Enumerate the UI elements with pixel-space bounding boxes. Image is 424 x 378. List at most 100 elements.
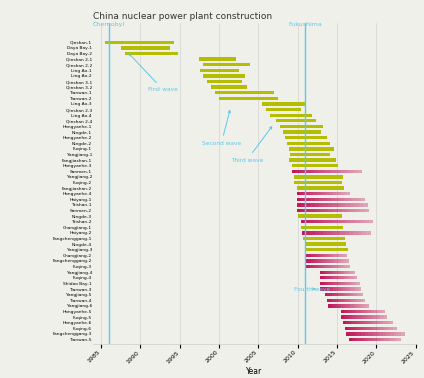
Bar	[301, 209, 306, 212]
Bar	[297, 192, 300, 195]
Bar	[341, 203, 346, 207]
Bar	[321, 265, 324, 268]
Bar	[323, 170, 327, 173]
Bar	[366, 231, 371, 235]
Bar	[378, 338, 381, 341]
Bar	[289, 147, 334, 150]
Bar	[379, 332, 383, 336]
Bar	[356, 209, 360, 212]
Bar	[307, 192, 310, 195]
Bar	[351, 220, 355, 223]
Bar	[394, 338, 397, 341]
Bar	[360, 209, 365, 212]
Bar	[332, 293, 335, 296]
Bar	[387, 321, 390, 324]
Bar	[377, 321, 380, 324]
Bar	[344, 315, 347, 319]
Bar	[397, 338, 401, 341]
Bar	[333, 287, 336, 291]
Bar	[203, 63, 251, 67]
Bar	[348, 276, 350, 279]
Bar	[349, 293, 351, 296]
Bar	[331, 287, 333, 291]
Bar	[340, 170, 345, 173]
Bar	[375, 338, 378, 341]
Bar	[332, 231, 336, 235]
Bar	[333, 265, 335, 268]
Bar	[310, 198, 314, 201]
Bar	[316, 254, 318, 257]
Bar	[318, 170, 323, 173]
Bar	[349, 231, 354, 235]
Bar	[326, 192, 330, 195]
Bar	[303, 237, 345, 240]
Bar	[346, 310, 349, 313]
Bar	[319, 259, 322, 263]
Bar	[327, 293, 330, 296]
Bar	[335, 198, 340, 201]
Bar	[342, 254, 345, 257]
Bar	[335, 271, 338, 274]
Bar	[319, 220, 324, 223]
Text: Fourth wave: Fourth wave	[294, 287, 330, 291]
Bar	[333, 209, 338, 212]
Bar	[348, 198, 352, 201]
Bar	[381, 338, 385, 341]
Bar	[347, 265, 349, 268]
Bar	[310, 220, 314, 223]
Bar	[328, 220, 332, 223]
Bar	[305, 220, 310, 223]
Bar	[321, 287, 323, 291]
Bar	[358, 170, 362, 173]
Bar	[346, 271, 349, 274]
Bar	[301, 226, 343, 229]
Bar	[305, 243, 346, 246]
Bar	[346, 299, 349, 302]
Bar	[330, 282, 333, 285]
Bar	[360, 220, 364, 223]
Bar	[351, 271, 353, 274]
Bar	[338, 282, 340, 285]
Bar	[336, 192, 340, 195]
Bar	[343, 304, 346, 308]
Bar	[350, 282, 352, 285]
Bar	[349, 287, 351, 291]
Bar	[351, 304, 354, 308]
Bar	[359, 321, 362, 324]
Bar	[319, 265, 321, 268]
Bar	[313, 192, 317, 195]
Bar	[344, 299, 346, 302]
Bar	[339, 276, 341, 279]
Bar	[289, 158, 336, 162]
Bar	[371, 338, 375, 341]
Bar	[199, 57, 236, 61]
Bar	[335, 282, 338, 285]
Bar	[341, 265, 344, 268]
Bar	[300, 192, 304, 195]
Bar	[319, 203, 324, 207]
Bar	[374, 327, 377, 330]
Bar	[365, 310, 368, 313]
Bar	[329, 254, 332, 257]
Bar	[301, 203, 306, 207]
Bar	[125, 52, 178, 55]
Bar	[323, 192, 326, 195]
Bar	[352, 282, 355, 285]
Bar	[322, 271, 324, 274]
Bar	[377, 327, 380, 330]
Bar	[362, 321, 365, 324]
Bar	[351, 287, 354, 291]
Bar	[363, 203, 368, 207]
Bar	[323, 276, 325, 279]
Bar	[385, 338, 388, 341]
Bar	[377, 310, 379, 313]
Bar	[327, 265, 330, 268]
Bar	[324, 265, 327, 268]
Bar	[356, 287, 359, 291]
Bar	[349, 304, 351, 308]
Bar	[327, 259, 330, 263]
Bar	[326, 287, 328, 291]
Bar	[354, 293, 356, 296]
Bar	[340, 192, 343, 195]
Bar	[320, 192, 323, 195]
